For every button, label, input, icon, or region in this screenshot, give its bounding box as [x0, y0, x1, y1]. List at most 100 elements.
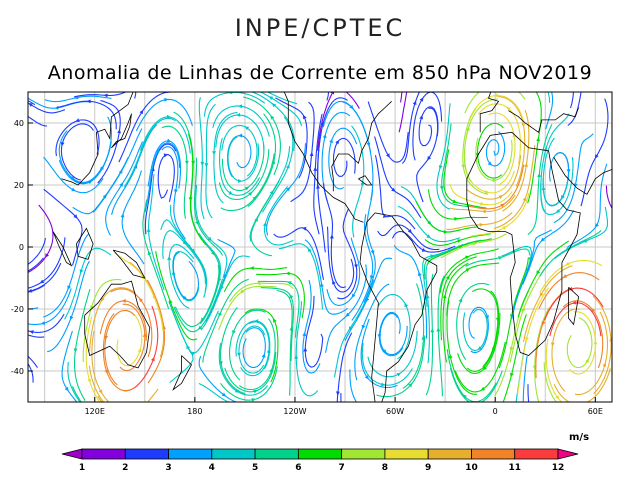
- streamline: [449, 184, 513, 206]
- streamline: [425, 273, 434, 396]
- streamline: [28, 115, 48, 127]
- colorbar-segment: [341, 448, 386, 460]
- streamline: [58, 141, 112, 185]
- arrowhead-icon: [454, 217, 459, 221]
- streamline: [337, 209, 358, 300]
- coastline: [84, 280, 151, 369]
- arrowhead-icon: [139, 109, 144, 115]
- arrowhead-icon: [147, 250, 152, 256]
- arrowhead-icon: [365, 297, 370, 303]
- streamline: [545, 92, 554, 130]
- arrowhead-icon: [336, 391, 340, 396]
- streamline: [527, 124, 553, 236]
- streamline: [566, 317, 593, 369]
- arrowhead-icon: [396, 372, 401, 377]
- arrowhead-icon: [536, 137, 541, 142]
- arrowhead-icon: [555, 209, 561, 213]
- streamline: [580, 98, 609, 207]
- streamline: [446, 300, 478, 395]
- arrowhead-icon: [524, 162, 528, 168]
- coastline: [76, 227, 94, 260]
- streamline: [266, 143, 307, 236]
- colorbar-segment: [427, 448, 472, 460]
- streamline: [321, 111, 351, 202]
- streamline: [64, 247, 112, 320]
- streamline: [379, 312, 408, 356]
- arrowhead-icon: [254, 319, 259, 323]
- streamline: [88, 365, 105, 402]
- streamline: [493, 145, 536, 230]
- arrowhead-icon: [273, 318, 277, 323]
- streamline: [43, 233, 90, 318]
- arrowhead-icon: [335, 140, 340, 145]
- streamline: [424, 233, 491, 246]
- arrowhead-icon: [419, 115, 423, 120]
- streamline: [28, 284, 45, 293]
- arrowhead-icon: [137, 348, 142, 353]
- arrowhead-icon: [8, 291, 12, 295]
- arrowhead-icon: [487, 161, 493, 166]
- streamline: [123, 305, 159, 392]
- streamline: [333, 279, 375, 378]
- streamline: [218, 285, 277, 331]
- arrowhead-icon: [168, 299, 173, 304]
- streamline: [155, 250, 198, 341]
- streamline: [173, 278, 224, 333]
- arrowhead-icon: [269, 368, 273, 373]
- arrowhead-icon: [452, 199, 457, 204]
- arrowhead-icon: [303, 114, 307, 120]
- arrowhead-icon: [630, 215, 634, 219]
- streamline: [168, 243, 195, 309]
- arrowhead-icon: [118, 169, 123, 174]
- streamline: [466, 154, 522, 200]
- arrowhead-icon: [408, 382, 413, 388]
- arrowhead-icon: [298, 85, 302, 89]
- arrowhead-icon: [103, 93, 108, 98]
- streamline: [123, 117, 176, 188]
- streamline: [567, 92, 582, 126]
- streamline: [110, 288, 153, 358]
- arrowhead-icon: [254, 217, 258, 222]
- arrowhead-icon: [73, 214, 78, 219]
- arrowhead-icon: [609, 337, 612, 342]
- arrowhead-icon: [361, 324, 366, 330]
- streamline: [275, 97, 308, 179]
- lat-tick-label: 0: [19, 243, 24, 252]
- streamline: [55, 119, 100, 157]
- coastline: [172, 355, 192, 391]
- streamline: [592, 295, 612, 395]
- streamline: [72, 157, 129, 215]
- streamline: [391, 230, 456, 253]
- streamline: [400, 186, 461, 233]
- arrowhead-icon: [238, 133, 243, 138]
- colorbar-segment: [168, 448, 213, 460]
- colorbar-segment: [124, 448, 169, 460]
- streamline: [58, 130, 103, 183]
- arrowhead-icon: [45, 253, 49, 258]
- streamline: [441, 123, 469, 208]
- streamline: [121, 170, 145, 265]
- arrowhead-icon: [602, 362, 607, 367]
- streamline: [198, 97, 205, 220]
- arrowhead-icon: [190, 248, 195, 253]
- streamline: [416, 107, 439, 203]
- arrowhead-icon: [479, 222, 484, 227]
- colorbar-label: 2: [122, 463, 128, 473]
- arrowhead-icon: [294, 354, 299, 359]
- streamline: [304, 239, 348, 315]
- arrowhead-icon: [262, 222, 267, 227]
- arrowhead-icon: [303, 347, 308, 352]
- streamline: [545, 339, 563, 402]
- arrowhead-icon: [377, 334, 382, 339]
- arrowhead-icon: [163, 153, 169, 158]
- streamline: [569, 92, 574, 109]
- arrowhead-icon: [249, 266, 254, 270]
- streamline: [71, 385, 82, 402]
- arrowhead-icon: [302, 331, 307, 337]
- streamline: [157, 153, 175, 203]
- streamline: [147, 174, 165, 291]
- streamline: [89, 287, 137, 352]
- arrowhead-icon: [593, 340, 598, 345]
- arrowhead-icon: [71, 187, 76, 192]
- arrowhead-icon: [98, 389, 103, 394]
